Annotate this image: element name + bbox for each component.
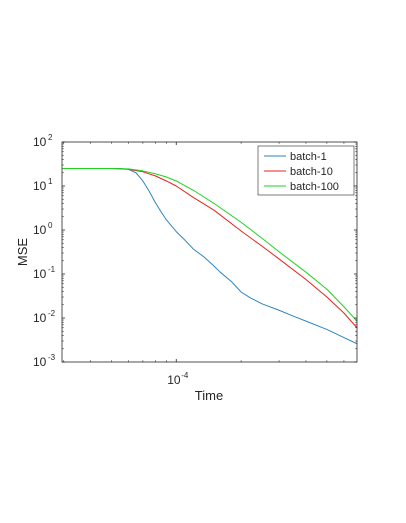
y-tick-exponent: -3 — [48, 353, 56, 362]
series-lines — [62, 167, 358, 345]
legend: batch-1 batch-10 batch-100 — [257, 145, 355, 196]
series-line-batch-1 — [62, 167, 358, 345]
y-tick-label: 10 — [33, 179, 47, 193]
y-tick-exponent: -2 — [48, 309, 56, 318]
y-tick-exponent: 0 — [48, 221, 53, 230]
y-tick-label: 10 — [33, 355, 47, 369]
series-line-batch-10 — [62, 167, 358, 329]
x-tick-label: 10 — [167, 373, 181, 387]
y-tick-exponent: 1 — [48, 177, 53, 186]
y-tick-exponent: -1 — [48, 265, 56, 274]
y-tick-label: 10 — [33, 223, 47, 237]
y-tick-label: 10 — [33, 267, 47, 281]
plot-frame — [61, 141, 358, 363]
legend-label-batch-10: batch-10 — [290, 166, 333, 178]
y-tick-exponent: 2 — [48, 133, 53, 142]
legend-label-batch-100: batch-100 — [290, 181, 339, 193]
legend-label-batch-1: batch-1 — [290, 151, 327, 163]
y-tick-label: 10 — [33, 135, 47, 149]
y-axis-label: MSE — [15, 238, 30, 267]
x-tick-exponent: -4 — [181, 371, 189, 380]
y-tick-label: 10 — [33, 311, 47, 325]
x-axis-label: Time — [195, 388, 223, 403]
series-line-batch-100 — [62, 167, 358, 322]
